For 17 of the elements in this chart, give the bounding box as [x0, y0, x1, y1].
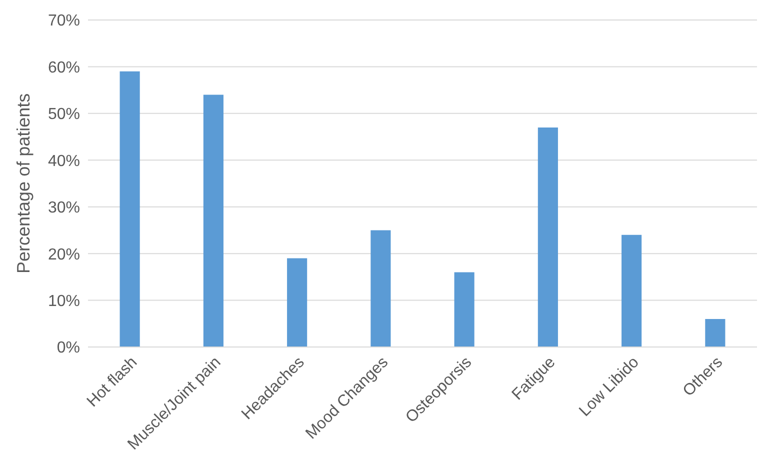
bar	[622, 234, 642, 347]
y-tick-label: 20%	[48, 246, 80, 264]
bar	[203, 94, 224, 347]
y-tick-label: 50%	[48, 106, 80, 124]
bar	[120, 71, 140, 347]
y-tick-label: 30%	[48, 200, 80, 217]
y-tick-label: 60%	[48, 59, 80, 76]
y-tick-label: 70%	[48, 12, 80, 30]
bar	[538, 127, 558, 347]
bar	[454, 272, 474, 347]
bar	[370, 230, 391, 347]
bar	[287, 258, 308, 347]
y-tick-label: 10%	[48, 292, 80, 310]
y-axis-title: Percentage of patients	[13, 93, 34, 274]
y-tick-label: 0%	[56, 340, 80, 357]
bar	[705, 318, 726, 347]
y-tick-label: 40%	[48, 152, 80, 170]
